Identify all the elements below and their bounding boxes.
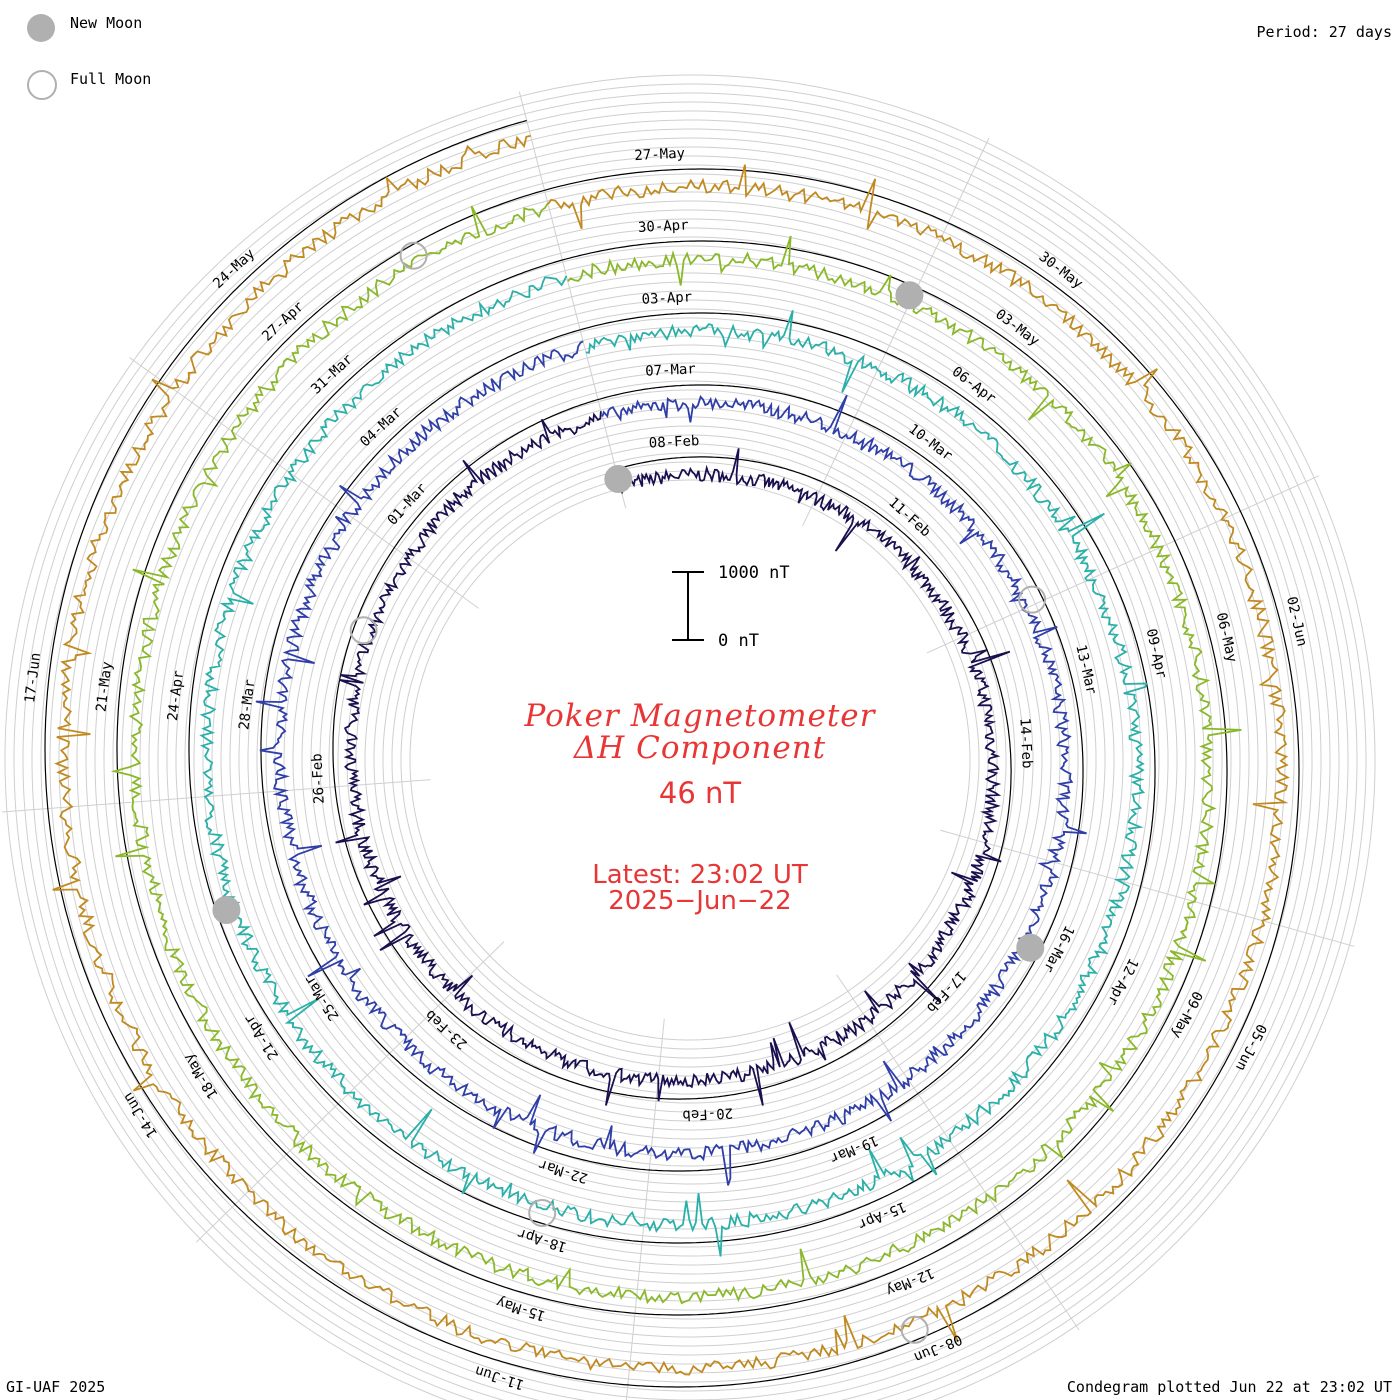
- tick-label: 07-Mar: [645, 361, 696, 380]
- grid-ring: [256, 326, 1124, 1194]
- grid-ring: [193, 263, 1187, 1257]
- period-label: Period: 27 days: [1256, 23, 1392, 41]
- legend-new-moon: New Moon: [70, 14, 143, 32]
- grid-ring: [229, 299, 1151, 1221]
- latest-time: Latest: 23:02 UT: [592, 860, 808, 890]
- plotted-label: Condegram plotted Jun 22 at 23:02 UT: [1066, 1378, 1392, 1396]
- baseline-Jun: [44, 119, 1300, 1388]
- grid-ring: [292, 362, 1088, 1158]
- grid-ring: [67, 137, 1313, 1383]
- series-Jun: [52, 134, 1290, 1376]
- grid-spoke: [940, 829, 1355, 947]
- baseline-May: [116, 189, 1228, 1316]
- current-value: 46 nT: [658, 776, 742, 810]
- grid-ring: [184, 254, 1196, 1266]
- grid-ring: [238, 308, 1142, 1212]
- grid-spoke: [926, 475, 1319, 654]
- grid-ring: [139, 209, 1241, 1311]
- grid-ring: [121, 191, 1259, 1329]
- grid-spoke: [625, 1018, 665, 1400]
- full-moon-marker: [1018, 585, 1047, 614]
- full-moon-swatch: [27, 70, 57, 100]
- tick-label: 17-Jun: [22, 652, 44, 704]
- grid-ring: [202, 272, 1178, 1248]
- chart-moons: [212, 241, 1047, 1344]
- grid-ring: [400, 470, 980, 1050]
- scale-bar: [672, 571, 704, 641]
- grid-ring: [265, 335, 1115, 1185]
- grid-spoke: [129, 357, 480, 609]
- grid-ring: [166, 236, 1214, 1284]
- new-moon-marker: [212, 896, 241, 924]
- grid-ring: [355, 425, 1025, 1095]
- new-moon-marker: [895, 281, 924, 310]
- grid-ring: [382, 452, 998, 1068]
- new-moon-swatch: [27, 14, 55, 42]
- grid-spoke: [518, 91, 627, 509]
- tick-label: 30-Apr: [638, 217, 689, 236]
- grid-spoke: [802, 137, 990, 526]
- grid-ring: [310, 380, 1070, 1140]
- tick-label: 20-Feb: [682, 1104, 733, 1123]
- grid-ring: [364, 434, 1016, 1086]
- grid-ring: [31, 101, 1349, 1400]
- tick-label: 14-Feb: [1016, 718, 1035, 769]
- tick-label: 28-Mar: [236, 679, 258, 731]
- grid-ring: [148, 218, 1232, 1302]
- tick-label: 26-Feb: [309, 753, 328, 804]
- grid-ring: [58, 128, 1322, 1392]
- scale-top-label: 1000 nT: [718, 563, 790, 583]
- grid-spoke: [1, 779, 431, 813]
- grid-ring: [49, 119, 1331, 1400]
- grid-ring: [409, 479, 971, 1041]
- grid-ring: [211, 281, 1169, 1239]
- grid-ring: [391, 461, 989, 1059]
- grid-ring: [283, 353, 1097, 1167]
- grid-ring: [22, 92, 1358, 1400]
- full-moon-marker: [399, 241, 428, 270]
- grid-ring: [247, 317, 1133, 1203]
- tick-label: 27-May: [634, 146, 685, 165]
- grid-ring: [4, 74, 1376, 1400]
- tick-label: 21-May: [93, 661, 115, 713]
- grid-ring: [328, 398, 1052, 1122]
- new-moon-marker: [1016, 933, 1045, 962]
- grid-ring: [337, 407, 1043, 1113]
- grid-ring: [40, 110, 1340, 1400]
- series-Mar: [255, 340, 1087, 1186]
- legend-full-moon: Full Moon: [70, 70, 152, 88]
- chart-series: [44, 119, 1300, 1388]
- grid-ring: [274, 344, 1106, 1176]
- grid-ring: [175, 245, 1205, 1275]
- tick-label: 08-Feb: [648, 433, 699, 452]
- grid-ring: [157, 227, 1223, 1293]
- grid-ring: [346, 416, 1034, 1104]
- tick-label: 24-Apr: [165, 670, 187, 722]
- latest-date: 2025−Jun−22: [608, 886, 792, 916]
- chart-title: Poker Magnetometer: [524, 698, 876, 734]
- grid-ring: [13, 83, 1367, 1400]
- baseline-Feb: [332, 399, 1012, 1100]
- grid-ring: [76, 146, 1304, 1374]
- grid-ring: [94, 164, 1286, 1356]
- grid-ring: [130, 200, 1250, 1320]
- full-moon-marker: [528, 1199, 557, 1227]
- full-moon-marker: [349, 616, 378, 645]
- credit-label: GI-UAF 2025: [6, 1378, 106, 1396]
- new-moon-marker: [604, 465, 633, 493]
- grid-ring: [103, 173, 1277, 1347]
- series-May: [110, 202, 1242, 1305]
- series-Feb: [335, 411, 1011, 1106]
- grid-ring: [301, 371, 1079, 1149]
- series-Apr: [199, 275, 1148, 1257]
- grid-ring: [220, 290, 1160, 1230]
- baseline-Mar: [260, 329, 1084, 1172]
- grid-ring: [85, 155, 1295, 1365]
- scale-bottom-label: 0 nT: [718, 631, 759, 651]
- chart-subtitle: ΔH Component: [573, 730, 827, 766]
- tick-label: 03-Apr: [641, 289, 692, 308]
- full-moon-marker: [900, 1315, 929, 1344]
- baseline-Apr: [188, 259, 1156, 1244]
